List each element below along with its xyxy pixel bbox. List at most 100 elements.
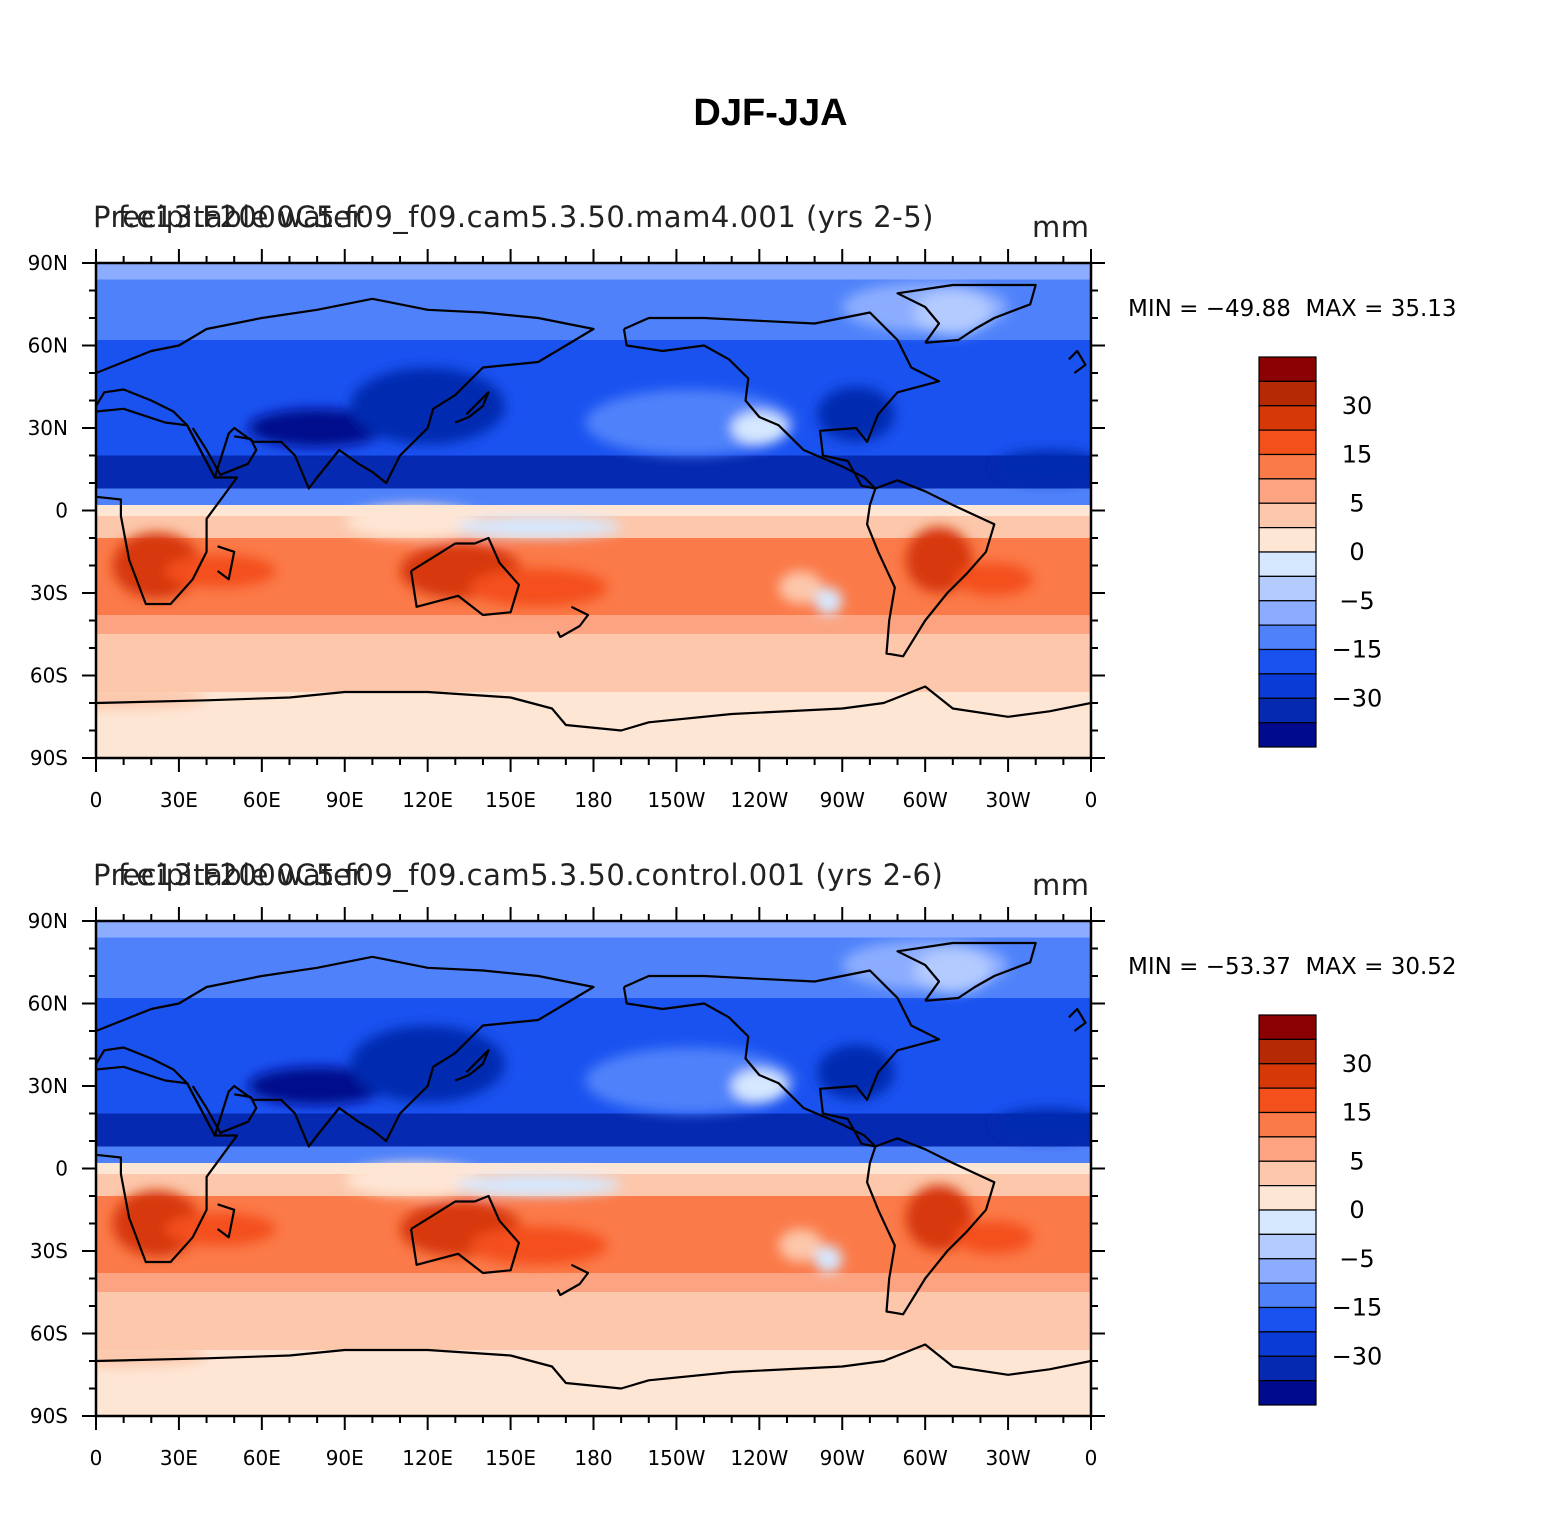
lat-tick-label: 60S: [30, 1322, 68, 1346]
lon-tick-label: 120W: [730, 1446, 788, 1470]
colorbar-label: 5: [1349, 1147, 1364, 1175]
colorbar-label: −5: [1339, 1245, 1374, 1273]
coastline-6: [896, 283, 1037, 344]
colorbar-swatch: [1258, 1014, 1317, 1040]
panel-mam4: 90N 60N 30N 0 30S 60S 90S 0 30E 60E 90E 120E 150E 180…: [0, 0, 1541, 812]
lon-tick-label: 90W: [820, 1446, 865, 1470]
lat-tick-label: 30N: [28, 1074, 68, 1098]
coastline-0: [96, 407, 239, 606]
colorbar-swatch: [1258, 1331, 1317, 1357]
colorbar-label: −30: [1332, 684, 1383, 712]
lon-tick-label: 150E: [485, 1446, 536, 1470]
colorbar-swatch: [1258, 478, 1317, 504]
colorbar-swatch: [1258, 1306, 1317, 1333]
coastlines: [96, 941, 1091, 1390]
lon-tick-label: 180: [574, 788, 612, 812]
panel-variable-label: Precipitable water: [93, 200, 364, 234]
panel-case-label: f.e13.F2000C5.f09_f09.cam5.3.50.mam4.001…: [118, 200, 934, 234]
colorbar-label: 30: [1342, 392, 1373, 420]
lon-tick-label: 150W: [647, 788, 705, 812]
lat-tick-label: 30N: [28, 416, 68, 440]
lon-tick-label: 90E: [326, 1446, 364, 1470]
colorbar-swatch: [1258, 1380, 1317, 1406]
lat-tick-label: 90N: [28, 251, 68, 275]
lat-tick-label: 30S: [30, 1239, 68, 1263]
colorbar-swatch: [1258, 453, 1317, 480]
colorbar-swatch: [1258, 1185, 1317, 1211]
colorbar-swatch: [1258, 380, 1317, 407]
panel-units: mm: [1032, 210, 1090, 244]
max-value: MAX = 35.13: [1305, 296, 1457, 322]
colorbar-swatch: [1258, 673, 1317, 699]
coastline-4: [622, 969, 941, 1148]
colorbar-swatch: [1258, 1160, 1317, 1187]
lon-tick-label: 30E: [160, 1446, 198, 1470]
colorbar-label: 0: [1349, 538, 1364, 566]
coastline-1: [96, 955, 595, 1148]
lat-tick-label: 0: [55, 1157, 68, 1181]
colorbar-swatch: [1258, 502, 1317, 529]
colorbar-swatch: [1258, 1087, 1317, 1114]
lon-tick-label: 30E: [160, 788, 198, 812]
colorbar-swatch: [1258, 1038, 1317, 1065]
colorbar-label: −30: [1332, 1342, 1383, 1370]
colorbar-swatch: [1258, 624, 1317, 651]
colorbar-swatch: [1258, 1136, 1317, 1162]
lon-tick-label: 60E: [243, 1446, 281, 1470]
coastline-10: [556, 1263, 590, 1297]
colorbar-label: −15: [1332, 1294, 1383, 1322]
contour-field: [96, 263, 1091, 758]
coastline-5: [865, 1137, 996, 1316]
lat-tick-label: 90S: [30, 1404, 68, 1428]
map-svg: 90N 60N 30N 0 30S 60S 90S 0 30E 60E 90E 120E 150E 180…: [28, 249, 1383, 812]
coastline-2: [191, 1085, 258, 1134]
colorbar-swatch: [1258, 1258, 1317, 1284]
lon-tick-label: 150W: [647, 1446, 705, 1470]
panel-units: mm: [1032, 868, 1090, 902]
min-max-label: MIN = −53.37 MAX = 30.52: [1128, 954, 1457, 980]
lon-tick-label: 0: [1085, 1446, 1098, 1470]
colorbar-swatch: [1258, 527, 1317, 553]
coastlines: [96, 283, 1091, 732]
lat-tick-label: 60N: [28, 992, 68, 1016]
lat-tick-label: 90N: [28, 909, 68, 933]
lon-tick-label: 150E: [485, 788, 536, 812]
contour-field: [96, 921, 1091, 1416]
lon-tick-label: 60E: [243, 788, 281, 812]
coastline-10: [556, 605, 590, 639]
coastline-3: [410, 536, 521, 617]
colorbar: 30 15 5 0 −5 −15 −30: [1258, 356, 1383, 748]
panel-variable-label: Precipitable water: [93, 858, 364, 892]
axis-ticks: [82, 907, 1105, 1430]
coastline-3: [410, 1194, 521, 1275]
colorbar-swatch: [1258, 1355, 1317, 1382]
coastline-8: [1068, 349, 1087, 374]
min-value: MIN = −53.37: [1128, 954, 1291, 980]
colorbar-swatch: [1258, 1233, 1317, 1260]
colorbar-label: 15: [1342, 441, 1373, 469]
max-value: MAX = 30.52: [1305, 954, 1457, 980]
map-svg: 90N 60N 30N 0 30S 60S 90S 0 30E 60E 90E 120E 150E 180…: [28, 907, 1383, 1470]
coastline-11: [216, 545, 236, 581]
colorbar-swatch: [1258, 1282, 1317, 1309]
coastline-5: [865, 479, 996, 658]
lon-tick-label: 30W: [985, 788, 1030, 812]
lat-tick-label: 90S: [30, 746, 68, 770]
colorbar-swatch: [1258, 551, 1317, 577]
lon-tick-label: 60W: [903, 788, 948, 812]
colorbar-label: 0: [1349, 1196, 1364, 1224]
coastline-6: [896, 941, 1037, 1002]
panel-control: 90N 60N 30N 0 30S 60S 90S 0 30E 60E 90E 120E 150E 180…: [0, 658, 1541, 1470]
lon-tick-label: 120E: [402, 1446, 453, 1470]
colorbar-label: −15: [1332, 636, 1383, 664]
lon-tick-label: 180: [574, 1446, 612, 1470]
colorbar-swatch: [1258, 575, 1317, 602]
lon-tick-label: 120W: [730, 788, 788, 812]
coastline-11: [216, 1203, 236, 1239]
lat-tick-label: 60S: [30, 664, 68, 688]
min-value: MIN = −49.88: [1128, 296, 1291, 322]
lon-tick-label: 0: [1085, 788, 1098, 812]
colorbar-label: 5: [1349, 489, 1364, 517]
lon-tick-label: 120E: [402, 788, 453, 812]
lat-tick-label: 60N: [28, 334, 68, 358]
